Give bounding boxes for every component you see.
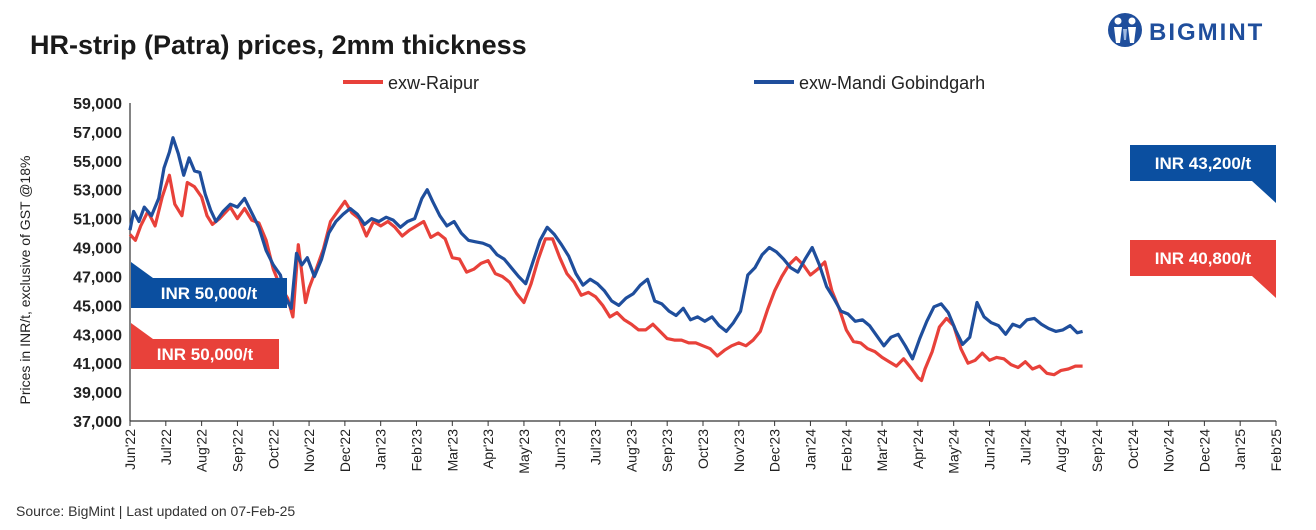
chart-footer: Source: BigMint | Last updated on 07-Feb…: [16, 503, 295, 519]
x-tick-label: Dec'22: [337, 429, 353, 472]
x-tick-label: May'23: [516, 429, 532, 474]
x-tick-label: Jul'23: [588, 429, 604, 465]
x-tick-label: Apr'23: [480, 429, 496, 469]
callout-label: INR 40,800/t: [1155, 249, 1252, 268]
chart-legend: exw-Raipur exw-Mandi Gobindgarh: [343, 73, 985, 93]
y-tick-label: 55,000: [73, 154, 122, 171]
y-tick-label: 47,000: [73, 269, 122, 286]
x-tick-label: Feb'25: [1268, 429, 1284, 472]
x-tick-label: Oct'23: [695, 429, 711, 469]
x-tick-label: Oct'24: [1125, 429, 1141, 469]
x-tick-label: Dec'23: [767, 429, 783, 472]
y-tick-label: 49,000: [73, 241, 122, 258]
y-tick-label: 51,000: [73, 212, 122, 229]
x-tick-label: Aug'22: [194, 429, 210, 472]
x-tick-label: Jan'23: [373, 429, 389, 470]
y-tick-label: 41,000: [73, 356, 122, 373]
updated-text: Last updated on 07-Feb-25: [126, 503, 296, 519]
x-tick-label: Nov'24: [1161, 429, 1177, 472]
callout-box: [1130, 145, 1276, 203]
chart-title: HR-strip (Patra) prices, 2mm thickness: [30, 30, 527, 60]
legend-label-raipur: exw-Raipur: [388, 73, 479, 93]
x-tick-label: Jan'24: [802, 429, 818, 470]
y-tick-label: 37,000: [73, 414, 122, 431]
x-tick-label: Jun'22: [122, 429, 138, 470]
callout-box: [131, 262, 287, 308]
x-tick-label: Jul'24: [1017, 429, 1033, 465]
x-tick-label: Feb'24: [838, 429, 854, 472]
x-tick-label: Nov'23: [731, 429, 747, 472]
x-tick-label: Jun'24: [982, 429, 998, 470]
y-tick-label: 53,000: [73, 183, 122, 200]
x-tick-label: Jul'22: [158, 429, 174, 465]
callout-mandi-start: INR 50,000/t: [131, 262, 287, 308]
callout-label: INR 50,000/t: [161, 284, 258, 303]
callout-raipur-latest: INR 40,800/t: [1130, 240, 1276, 298]
x-tick-label: Jun'23: [552, 429, 568, 470]
x-tick-label: Sep'23: [659, 429, 675, 472]
callout-mandi-latest: INR 43,200/t: [1130, 145, 1276, 203]
callout-box: [131, 323, 279, 369]
y-tick-label: 59,000: [73, 96, 122, 113]
footer-separator: |: [118, 503, 127, 519]
series-line-mandi: [128, 136, 1084, 361]
x-tick-label: Apr'24: [910, 429, 926, 469]
x-tick-label: Nov'22: [301, 429, 317, 472]
x-tick-label: Sep'22: [229, 429, 245, 472]
y-tick-label: 39,000: [73, 385, 122, 402]
y-tick-label: 43,000: [73, 327, 122, 344]
source-text: Source: BigMint: [16, 503, 115, 519]
y-axis-ticks: 37,000 39,000 41,000 43,000 45,000 47,000 49,0…: [73, 96, 122, 431]
x-tick-label: Dec'24: [1196, 429, 1212, 472]
x-tick-label: Oct'22: [265, 429, 281, 469]
callout-label: INR 43,200/t: [1155, 154, 1252, 173]
x-tick-label: Jan'25: [1232, 429, 1248, 470]
x-tick-label: Feb'23: [409, 429, 425, 472]
y-tick-label: 57,000: [73, 125, 122, 142]
y-axis-label: Prices in INR/t, exclusive of GST @18%: [17, 156, 33, 405]
callout-box: [1130, 240, 1276, 298]
callout-label: INR 50,000/t: [157, 345, 254, 364]
x-tick-label: Aug'23: [623, 429, 639, 472]
legend-label-mandi: exw-Mandi Gobindgarh: [799, 73, 985, 93]
brand-name: BIGMINT: [1149, 19, 1265, 46]
x-tick-label: Aug'24: [1053, 429, 1069, 472]
x-tick-label: Sep'24: [1089, 429, 1105, 472]
value-callouts: INR 43,200/t INR 40,800/t INR 50,000/t INR …: [131, 145, 1276, 369]
x-tick-label: Mar'23: [444, 429, 460, 472]
x-axis-ticks: Jun'22 Jul'22 Aug'22 Sep'22 Oct'22 Nov'22 Dec'…: [122, 421, 1284, 474]
y-tick-label: 45,000: [73, 298, 122, 315]
brand-logo: BIGMINT: [1105, 10, 1305, 50]
callout-raipur-start: INR 50,000/t: [131, 323, 279, 369]
x-tick-label: Mar'24: [874, 429, 890, 472]
x-tick-label: May'24: [946, 429, 962, 474]
bigmint-logo-icon: [1108, 13, 1142, 47]
